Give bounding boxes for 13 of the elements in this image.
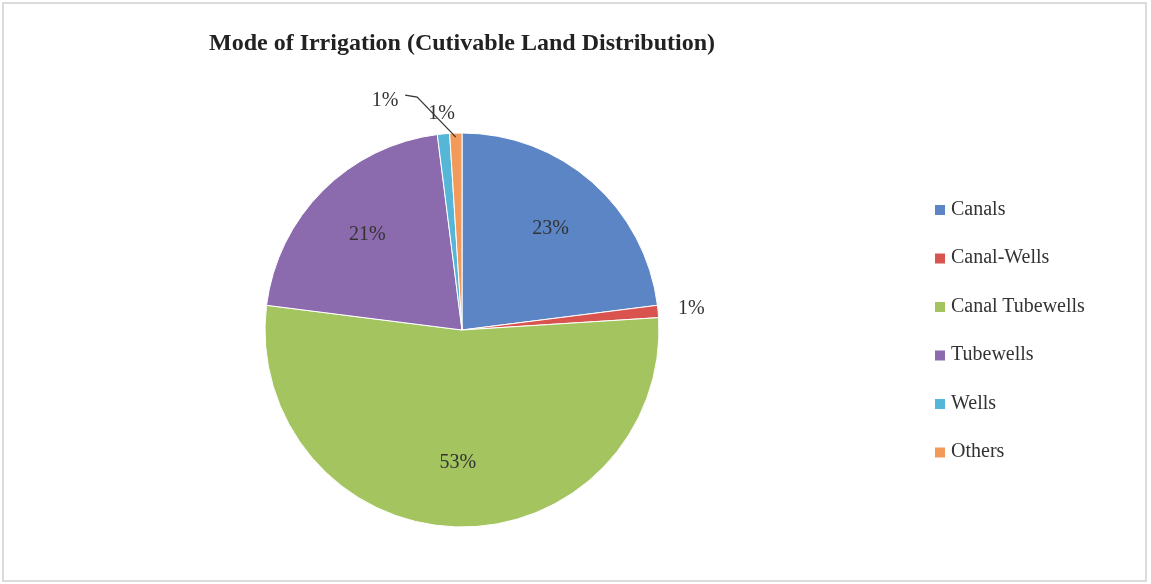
legend-label: Canals: [951, 196, 1006, 219]
legend-label: Wells: [951, 390, 997, 413]
chart-title: Mode of Irrigation (Cutivable Land Distribution): [208, 29, 716, 55]
data-label: 1%: [678, 296, 705, 319]
data-label: 21%: [348, 221, 386, 244]
legend-label: Canal Tubewells: [951, 293, 1086, 316]
data-label: 1%: [428, 100, 455, 123]
data-label: 53%: [439, 450, 477, 473]
legend-label: Tubewells: [951, 342, 1034, 365]
legend-label: Canal-Wells: [951, 245, 1050, 268]
data-label: 23%: [532, 216, 569, 239]
legend-label: Others: [951, 439, 1005, 462]
data-label: 1%: [371, 87, 399, 110]
